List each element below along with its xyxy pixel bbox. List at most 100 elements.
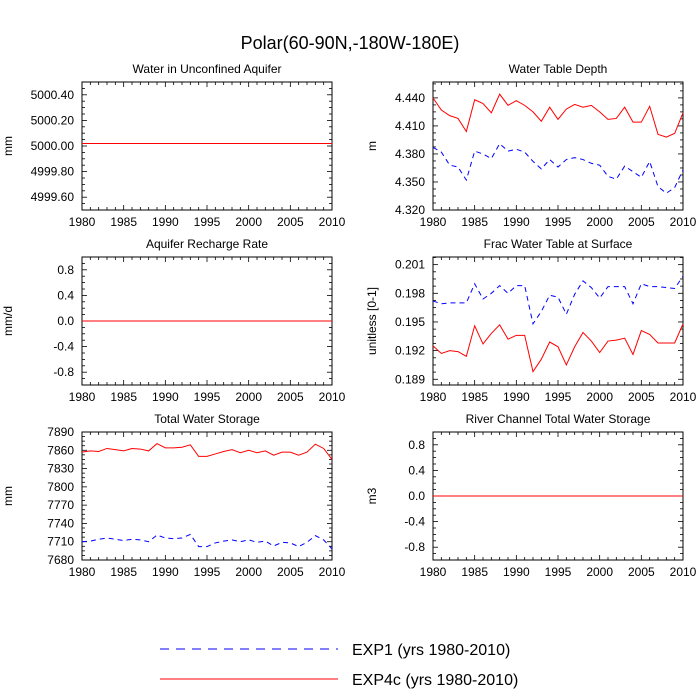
panel-6: River Channel Total Water Storage 1980 198… xyxy=(365,412,697,579)
x-tick-label: 1985 xyxy=(110,390,137,404)
y-tick-label: 0.8 xyxy=(57,263,74,277)
x-tick-label: 2000 xyxy=(235,565,262,579)
y-tick-label: 5000.00 xyxy=(31,139,75,153)
y-axis-label: mm xyxy=(1,486,15,506)
x-tick-label: 1980 xyxy=(69,390,96,404)
panel-2: Water Table Depth 1980 1985 1990 1995 2000 200… xyxy=(365,62,697,229)
y-tick-label: 7770 xyxy=(47,498,74,512)
x-tick-label: 1990 xyxy=(503,390,530,404)
panels: Water in Unconfined Aquifer 1980 1985 1990 1… xyxy=(1,62,697,579)
x-tick-label: 2005 xyxy=(277,565,304,579)
y-axis-label: unitless [0-1] xyxy=(365,287,379,355)
y-tick-label: 4.380 xyxy=(395,147,425,161)
panel-3: Aquifer Recharge Rate 1980 1985 1990 1995 200… xyxy=(1,237,346,404)
x-tick-label: 1985 xyxy=(461,565,488,579)
series-line-exp1 xyxy=(81,533,333,550)
x-tick-label: 1995 xyxy=(194,215,221,229)
x-tick-label: 1995 xyxy=(194,390,221,404)
x-tick-label: 2000 xyxy=(586,565,613,579)
panel-title: Water in Unconfined Aquifer xyxy=(133,62,282,76)
y-tick-label: -0.4 xyxy=(53,340,74,354)
x-tick-label: 2005 xyxy=(628,565,655,579)
x-tick-label: 1985 xyxy=(110,215,137,229)
y-tick-label: 0.8 xyxy=(408,438,425,452)
y-tick-label: -0.8 xyxy=(404,540,425,554)
x-tick-label: 2005 xyxy=(277,390,304,404)
x-tick-label: 2010 xyxy=(319,215,346,229)
x-tick-label: 2000 xyxy=(235,215,262,229)
y-tick-label: -0.8 xyxy=(53,365,74,379)
y-tick-label: 4999.80 xyxy=(31,165,75,179)
y-tick-label: 7860 xyxy=(47,443,74,457)
x-tick-label: 1995 xyxy=(545,215,572,229)
x-tick-label: 1990 xyxy=(503,215,530,229)
y-tick-label: 7800 xyxy=(47,480,74,494)
x-tick-label: 1985 xyxy=(461,390,488,404)
series-line-exp1 xyxy=(432,275,684,326)
y-tick-label: 7740 xyxy=(47,516,74,530)
legend-label-exp1: EXP1 (yrs 1980-2010) xyxy=(352,642,510,659)
x-tick-label: 1980 xyxy=(69,215,96,229)
series-line-exp4c xyxy=(432,93,684,138)
legend-label-exp4c: EXP4c (yrs 1980-2010) xyxy=(352,672,518,689)
y-tick-label: 0.0 xyxy=(57,314,74,328)
panel-title: Frac Water Table at Surface xyxy=(484,237,633,251)
y-tick-label: 4.320 xyxy=(395,203,425,217)
y-axis-label: m xyxy=(365,141,379,151)
y-tick-label: 7830 xyxy=(47,462,74,476)
y-tick-label: 4.410 xyxy=(395,119,425,133)
x-tick-label: 1990 xyxy=(503,565,530,579)
x-tick-label: 1995 xyxy=(194,565,221,579)
y-tick-label: 0.201 xyxy=(395,258,425,272)
y-tick-label: 7890 xyxy=(47,425,74,439)
x-tick-label: 2010 xyxy=(319,390,346,404)
x-tick-label: 2000 xyxy=(235,390,262,404)
x-tick-label: 2010 xyxy=(670,390,697,404)
panel-title: Water Table Depth xyxy=(509,62,608,76)
plot-frame xyxy=(432,81,684,211)
x-tick-label: 1995 xyxy=(545,565,572,579)
x-tick-label: 2000 xyxy=(586,390,613,404)
panel-4: Frac Water Table at Surface 1980 1985 1990 1… xyxy=(365,237,697,404)
series-line-exp4c xyxy=(81,442,333,460)
y-tick-label: 7680 xyxy=(47,553,74,567)
x-tick-label: 1980 xyxy=(420,215,447,229)
x-tick-label: 1985 xyxy=(110,565,137,579)
x-tick-label: 1990 xyxy=(152,390,179,404)
y-axis-label: m3 xyxy=(365,487,379,504)
plot-frame xyxy=(432,256,684,386)
y-tick-label: -0.4 xyxy=(404,515,425,529)
y-tick-label: 0.189 xyxy=(395,372,425,386)
x-tick-label: 1990 xyxy=(152,215,179,229)
x-tick-label: 2000 xyxy=(586,215,613,229)
x-tick-label: 2010 xyxy=(670,215,697,229)
y-tick-label: 4999.60 xyxy=(31,190,75,204)
x-tick-label: 1990 xyxy=(152,565,179,579)
y-tick-label: 4.440 xyxy=(395,91,425,105)
y-tick-label: 0.198 xyxy=(395,286,425,300)
y-axis-label: mm/d xyxy=(1,306,15,336)
x-tick-label: 1995 xyxy=(545,390,572,404)
panel-5: Total Water Storage 1980 1985 1990 1995 2000 2… xyxy=(1,412,346,579)
plot-frame xyxy=(81,431,333,561)
y-tick-label: 7710 xyxy=(47,535,74,549)
figure-title: Polar(60-90N,-180W-180E) xyxy=(241,33,460,53)
series-line-exp1 xyxy=(432,142,684,194)
x-tick-label: 1980 xyxy=(420,565,447,579)
y-tick-label: 0.192 xyxy=(395,344,425,358)
panel-title: Aquifer Recharge Rate xyxy=(146,237,268,251)
panel-1: Water in Unconfined Aquifer 1980 1985 1990 1… xyxy=(1,62,346,229)
x-tick-label: 2010 xyxy=(319,565,346,579)
x-tick-label: 1985 xyxy=(461,215,488,229)
y-axis-label: mm xyxy=(1,136,15,156)
plot-frame xyxy=(81,81,333,211)
y-tick-label: 0.4 xyxy=(408,463,425,477)
x-tick-label: 1980 xyxy=(69,565,96,579)
y-tick-label: 0.195 xyxy=(395,315,425,329)
x-tick-label: 2005 xyxy=(628,215,655,229)
x-tick-label: 2005 xyxy=(277,215,304,229)
series-line-exp4c xyxy=(432,323,684,373)
y-tick-label: 5000.40 xyxy=(31,88,75,102)
panel-title: Total Water Storage xyxy=(154,412,260,426)
x-tick-label: 2005 xyxy=(628,390,655,404)
